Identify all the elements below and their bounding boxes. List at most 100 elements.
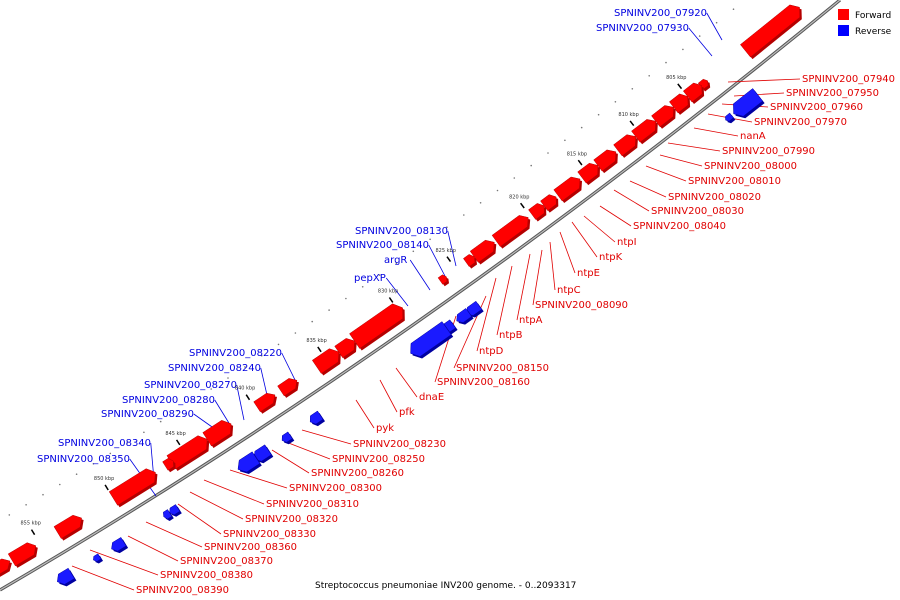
forward-gene-label: SPNINV200_08310 [266,499,359,510]
track-dot [682,48,684,51]
leader-line [428,244,447,279]
tick-label: 850 kbp [94,476,114,482]
forward-gene [682,82,703,103]
forward-gene-label: SPNINV200_08380 [160,570,253,581]
legend-swatch-forward [838,9,849,20]
forward-gene-label: SPNINV200_07940 [802,74,895,85]
forward-gene-label: SPNINV200_08010 [688,176,781,187]
forward-gene-label: ntpD [479,346,504,357]
forward-gene [108,468,156,506]
track-dot [614,101,617,103]
tick-label: 855 kbp [21,520,41,526]
tick-mark [317,346,322,353]
leader-line [203,479,265,505]
leader-line [571,221,598,258]
forward-gene [651,105,674,128]
forward-gene [697,78,709,90]
forward-gene-label: SPNINV200_08260 [311,468,404,479]
forward-gene-label: SPNINV200_08320 [245,514,338,525]
reverse-gene-label: SPNINV200_08240 [168,363,261,374]
leader-line [271,449,310,474]
tick-mark [104,484,109,491]
forward-gene [334,338,355,359]
leader-line [516,253,531,321]
forward-gene [0,558,11,575]
forward-gene-label: ntpI [617,237,637,248]
reverse-gene-label: SPNINV200_08350 [37,454,130,465]
reverse-gene [733,88,763,117]
leader-line [496,265,513,336]
track-dot [513,177,516,179]
outer-track-dots [8,8,735,516]
tick-label: 805 kbp [666,75,686,81]
reverse-gene [309,410,324,425]
track-dot [25,504,27,506]
forward-gene [162,458,174,471]
forward-gene-label: SPNINV200_07960 [770,102,863,113]
legend: Forward Reverse [838,9,892,37]
track-dot [631,88,634,90]
forward-gene [540,194,557,211]
leader-line [549,241,556,291]
forward-gene-label: SPNINV200_08000 [704,161,797,172]
track-dot [59,483,61,486]
forward-gene-label: SPNINV200_07970 [754,117,847,128]
track-dot [463,214,465,216]
reverse-gene [456,308,472,323]
map-caption: Streptococcus pneumoniae INV200 genome. … [315,581,576,591]
track-dot [715,21,718,24]
forward-gene-label: pfk [399,407,415,418]
forward-gene [553,176,581,202]
track-dot [143,431,145,434]
forward-gene [463,254,476,267]
forward-gene [593,149,617,172]
track-dot [648,75,650,77]
track-dot [395,262,398,265]
forward-gene-label: SPNINV200_08020 [668,192,761,203]
reverse-gene-label: SPNINV200_08220 [189,348,282,359]
leader-line [667,142,721,152]
forward-gene [528,203,545,220]
leader-line [145,521,203,548]
leader-line [189,491,244,520]
track-dot [126,442,128,444]
legend-swatch-reverse [838,25,849,36]
forward-gene [577,162,599,184]
tick-label: 840 kbp [235,386,255,392]
leader-line [409,259,431,291]
reverse-gene [93,553,102,562]
forward-gene-label: ntpK [599,252,623,263]
forward-gene-label: SPNINV200_08390 [136,585,229,596]
track-dot [479,202,482,204]
forward-gene [669,93,689,114]
leader-line [583,215,616,243]
forward-gene-label: SPNINV200_08090 [535,300,628,311]
forward-gene-label: SPNINV200_08370 [180,556,273,567]
leader-line [177,503,222,535]
track-dot [547,152,549,154]
reverse-gene-label: SPNINV200_08130 [355,226,448,237]
tick-mark [388,297,394,303]
leader-line [447,230,457,267]
leader-line [285,441,331,460]
leader-line [385,277,409,307]
track-dot [580,126,583,129]
track-dot [496,189,499,192]
track-dot [75,473,78,476]
reverse-gene-label: SPNINV200_08280 [122,395,215,406]
tick-mark [519,202,525,209]
gene-features [0,4,802,587]
forward-gene [253,392,276,413]
leader-line [532,249,543,306]
forward-gene-label: ntpB [499,330,523,341]
legend-label-reverse: Reverse [855,27,892,37]
leader-line [301,429,352,445]
reverse-gene-label: argR [384,255,407,266]
forward-gene [631,119,657,143]
tick-label: 845 kbp [165,431,185,437]
reverse-gene [163,509,173,520]
legend-label-forward: Forward [855,11,891,21]
leader-line [379,379,398,413]
track-dot [597,113,600,116]
forward-gene-label: ntpE [577,268,600,279]
